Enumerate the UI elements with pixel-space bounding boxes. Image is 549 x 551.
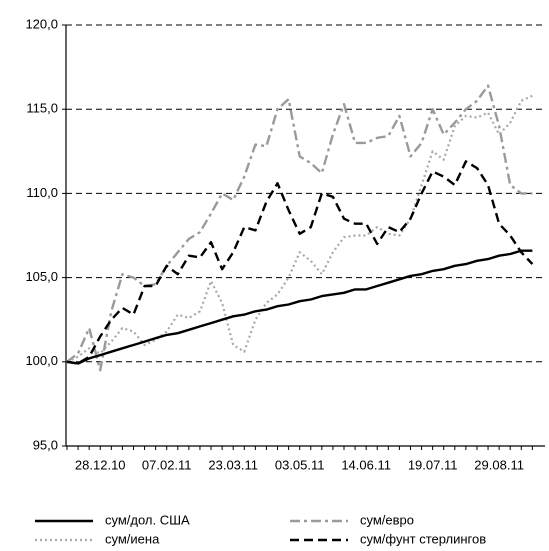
series-line — [66, 160, 534, 365]
legend-label: сум/фунт стерлингов — [360, 531, 486, 546]
y-tick-label: 120,0 — [25, 16, 58, 31]
y-tick-label: 115,0 — [26, 101, 58, 116]
legend-label: сум/евро — [360, 512, 414, 527]
x-tick-label: 23.03.11 — [208, 457, 258, 472]
y-tick-label: 110,0 — [26, 185, 58, 200]
y-tick-label: 95,0 — [33, 437, 58, 452]
y-tick-label: 105,0 — [25, 269, 58, 284]
series-line — [66, 249, 533, 365]
x-tick-label: 28.12.10 — [75, 457, 126, 472]
x-tick-label: 29.08.11 — [474, 457, 524, 472]
legend-label: сум/иена — [105, 531, 160, 546]
x-tick-label: 14.06.11 — [341, 457, 391, 472]
x-tick-label: 19.07.11 — [408, 457, 458, 472]
x-tick-label: 03.05.11 — [275, 457, 325, 472]
legend-label: сум/дол. США — [105, 512, 190, 527]
x-tick-label: 07.02.11 — [142, 457, 192, 472]
series-line — [66, 84, 533, 372]
series-line — [66, 94, 533, 363]
y-tick-label: 100,0 — [25, 353, 58, 368]
